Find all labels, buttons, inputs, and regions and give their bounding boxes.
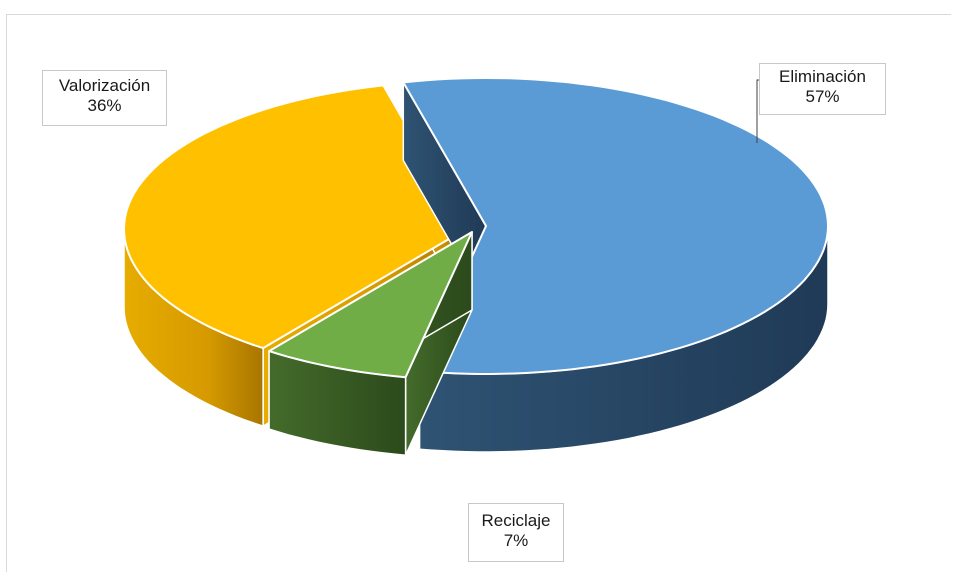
data-label-valorizacion: Valorización 36% bbox=[42, 70, 167, 126]
data-label-value: 57% bbox=[805, 87, 840, 106]
pie-slice-reciclaje bbox=[268, 231, 473, 456]
data-label-value: 36% bbox=[87, 96, 122, 115]
data-label-eliminacion: Eliminación 57% bbox=[759, 63, 886, 115]
data-label-value: 7% bbox=[503, 531, 529, 550]
data-label-name: Eliminación bbox=[779, 67, 866, 86]
data-label-reciclaje: Reciclaje 7% bbox=[468, 503, 564, 562]
chart-area bbox=[6, 14, 951, 572]
pie-slice-top bbox=[123, 84, 467, 350]
pie-slice-top bbox=[402, 77, 829, 375]
pie-slice-top bbox=[268, 231, 473, 379]
data-label-name: Valorización bbox=[58, 76, 151, 95]
data-label-name: Reciclaje bbox=[481, 511, 551, 530]
